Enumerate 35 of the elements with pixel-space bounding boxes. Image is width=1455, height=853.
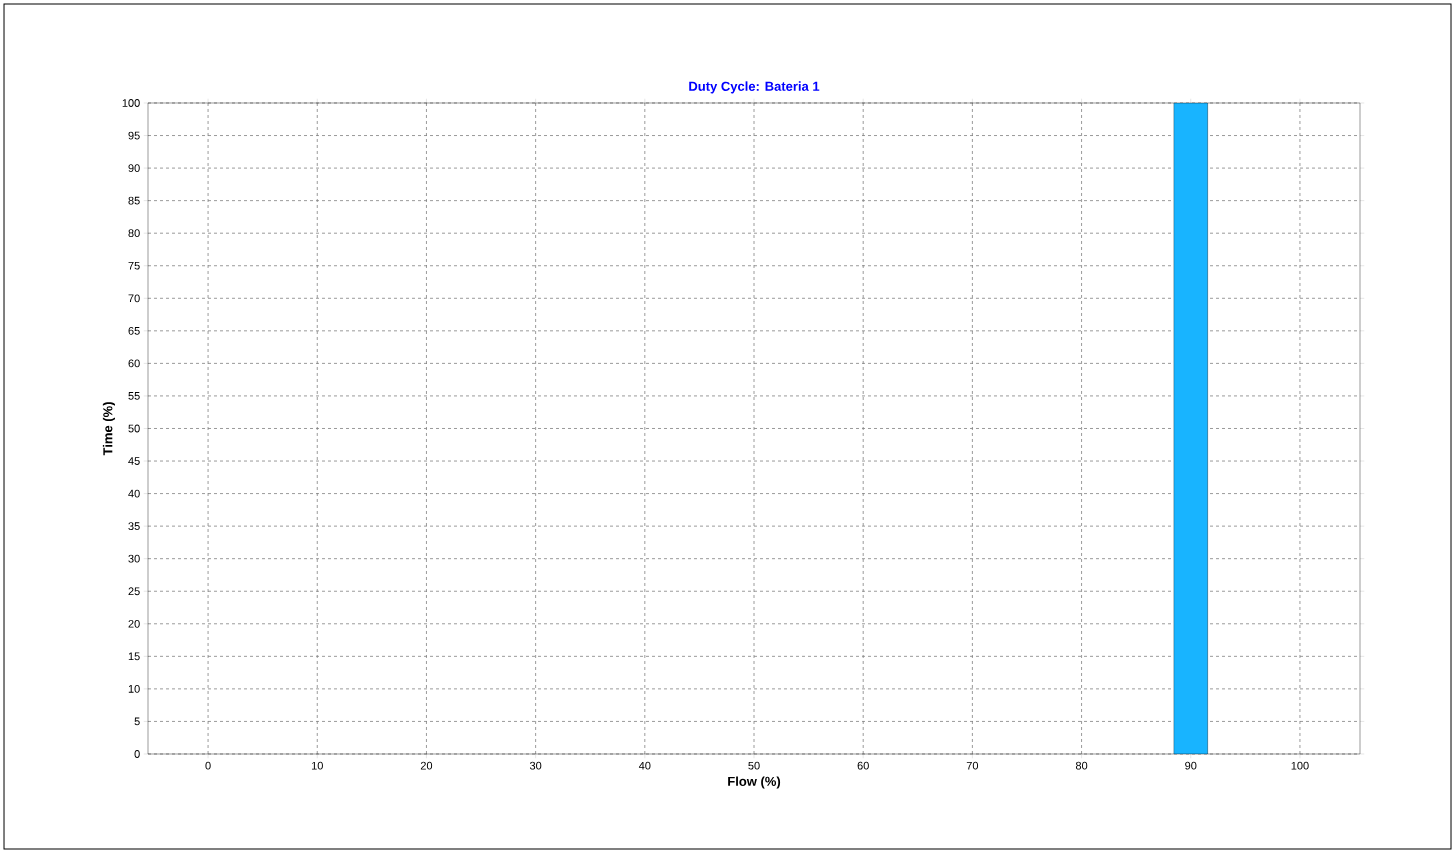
y-tick-label: 45 bbox=[128, 457, 140, 465]
x-tick-label: 90 bbox=[1185, 761, 1197, 770]
y-tick-label: 50 bbox=[128, 424, 140, 433]
y-tick-label: 80 bbox=[128, 229, 140, 238]
chart-title: Duty Cycle: Bateria 1 bbox=[689, 81, 820, 94]
y-tick-label: 15 bbox=[128, 652, 140, 661]
x-tick-label: 60 bbox=[857, 761, 869, 770]
x-tick-label: 20 bbox=[420, 761, 433, 770]
y-tick-label: 5 bbox=[134, 717, 140, 726]
y-tick-label: 90 bbox=[128, 164, 140, 172]
y-tick-label: 95 bbox=[128, 131, 140, 140]
x-tick-label: 40 bbox=[638, 761, 651, 770]
y-tick-label: 35 bbox=[128, 522, 140, 531]
y-tick-label: 25 bbox=[128, 587, 140, 596]
y-axis-title: Time (%) bbox=[102, 402, 115, 456]
y-tick-label: 70 bbox=[128, 294, 140, 303]
y-tick-label: 65 bbox=[128, 326, 140, 335]
x-tick-label: 30 bbox=[529, 761, 542, 770]
y-tick-label: 60 bbox=[128, 359, 140, 368]
y-tick-label: 30 bbox=[128, 554, 140, 563]
y-tick-label: 40 bbox=[128, 489, 140, 498]
x-tick-label: 50 bbox=[748, 761, 760, 770]
y-tick-label: 0 bbox=[134, 750, 140, 758]
y-tick-label: 55 bbox=[128, 392, 140, 400]
y-tick-label: 85 bbox=[128, 196, 140, 205]
x-tick-label: 0 bbox=[205, 761, 211, 770]
y-tick-label: 10 bbox=[128, 685, 140, 693]
x-tick-label: 70 bbox=[966, 761, 979, 770]
x-tick-label: 10 bbox=[311, 761, 323, 770]
x-tick-label: 100 bbox=[1291, 761, 1309, 770]
x-tick-label: 80 bbox=[1075, 761, 1088, 770]
x-axis-title: Flow (%) bbox=[728, 776, 781, 789]
y-tick-label: 100 bbox=[122, 99, 140, 107]
y-tick-label: 75 bbox=[128, 261, 140, 270]
y-tick-label: 20 bbox=[128, 619, 140, 628]
